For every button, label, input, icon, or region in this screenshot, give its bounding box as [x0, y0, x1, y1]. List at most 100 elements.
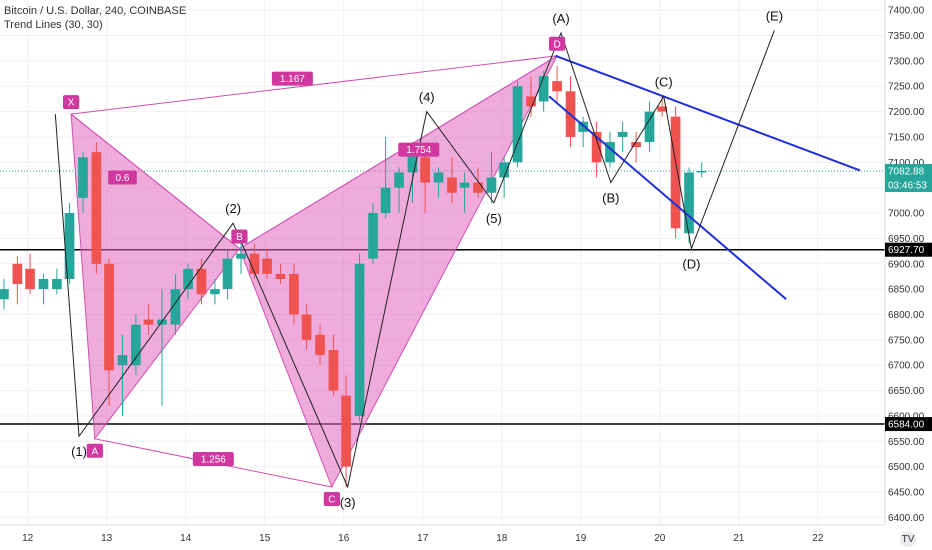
candle-body	[249, 253, 260, 274]
harmonic-leg-bd	[239, 55, 558, 249]
symbol-title[interactable]: Bitcoin / U.S. Dollar, 240, COINBASE	[4, 5, 187, 17]
candle-body	[657, 106, 668, 112]
candle-body	[12, 263, 23, 285]
harmonic-leg-xb	[70, 113, 240, 249]
candle-body	[631, 142, 641, 148]
wave-label: (5)	[486, 211, 502, 226]
candle-body	[289, 273, 299, 315]
ratio-label: 0.6	[116, 173, 130, 184]
price-tick-label: 6650.00	[888, 386, 925, 397]
date-tick-label: 13	[101, 533, 113, 544]
candle-body	[684, 172, 694, 234]
candle-body	[78, 157, 88, 198]
level-tag-bg	[885, 242, 932, 257]
candle-body	[131, 324, 141, 366]
price-tick-label: 6900.00	[888, 259, 925, 270]
point-label-a-bg	[86, 443, 103, 458]
price-tick-label: 6450.00	[888, 488, 925, 499]
point-label-d-bg	[548, 36, 566, 51]
pattern-badges: X A B C D 0.6 1.167 1.256 1.754	[63, 36, 566, 506]
candle-body	[301, 314, 312, 340]
candle-body	[354, 263, 365, 416]
ratio-label-bg	[398, 142, 440, 157]
ratio-label-bg	[108, 170, 137, 185]
candle-body	[552, 81, 562, 92]
candle-body	[341, 395, 351, 467]
indicator-label[interactable]: Trend Lines (30, 30)	[4, 19, 103, 31]
candle-body	[210, 289, 220, 295]
ratio-label: 1.256	[201, 455, 226, 466]
wave-label: (1)	[71, 444, 87, 459]
candle-body	[143, 319, 154, 325]
time-axis-bg	[0, 525, 885, 550]
price-tick-label: 6700.00	[888, 361, 925, 372]
price-tick-label: 7100.00	[888, 158, 925, 169]
wave-count: (1) (2) (3) (4) (5) (A) (B) (C) (D) (E)	[54, 8, 783, 510]
candle-body	[328, 350, 339, 391]
price-tick-label: 7300.00	[888, 56, 925, 67]
candle-body	[38, 278, 49, 290]
point-label-c-bg	[323, 491, 340, 506]
candle-body	[459, 182, 470, 188]
candle-body	[644, 111, 655, 143]
wave-label: (A)	[552, 11, 569, 26]
date-tick-label: 15	[259, 533, 271, 544]
time-axis: 12 13 14 15 16 17 18 19 20 21 22 TV	[0, 524, 916, 550]
candle-body	[473, 182, 483, 193]
candle-body	[526, 96, 536, 107]
candle-body	[578, 121, 588, 132]
wave-label: (2)	[225, 201, 241, 216]
candle-body	[368, 213, 378, 259]
wave-label: (D)	[682, 257, 700, 272]
candle-body	[538, 76, 549, 102]
price-tick-label: 7400.00	[888, 6, 925, 17]
candle-body	[380, 187, 391, 214]
candle-body	[433, 172, 444, 183]
candle-body	[407, 152, 418, 173]
candle-body	[52, 278, 62, 290]
candle-body	[117, 355, 128, 366]
candle-body	[394, 172, 404, 188]
wave-label: (3)	[340, 495, 356, 510]
wave-path	[54, 30, 775, 489]
candle-body	[499, 162, 509, 178]
ratio-label: 1.167	[280, 74, 305, 85]
candle-body	[0, 289, 9, 300]
price-tick-label: 6550.00	[888, 437, 925, 448]
price-tick-label: 6800.00	[888, 310, 925, 321]
price-tick-label: 6600.00	[888, 411, 925, 422]
candle-body	[605, 142, 615, 163]
candle-body	[104, 263, 114, 371]
candle-body	[486, 177, 497, 193]
candle-body	[183, 268, 193, 290]
price-tick-label: 6750.00	[888, 335, 925, 346]
point-label-x-bg	[63, 95, 80, 110]
price-axis-bg	[885, 0, 932, 550]
tv-logo-bg	[900, 531, 916, 547]
chart-legend: Bitcoin / U.S. Dollar, 240, COINBASE Tre…	[4, 4, 186, 32]
channel-line	[548, 95, 787, 301]
price-tick-label: 7000.00	[888, 209, 925, 220]
point-label-b-bg	[231, 229, 248, 244]
candle-body	[617, 131, 628, 137]
candle-body	[447, 177, 457, 193]
point-label-c: C	[328, 494, 335, 505]
candle-body	[591, 131, 602, 163]
harmonic-leg-xd	[71, 55, 558, 115]
ratio-label-bg	[192, 452, 234, 467]
level-tag-bg	[885, 417, 932, 432]
candle-body	[64, 213, 75, 279]
current-price-tag-bg	[885, 164, 932, 193]
date-tick-label: 19	[575, 533, 587, 544]
point-label-b: B	[236, 232, 243, 243]
price-axis: 6400.00 6450.00 6500.00 6550.00 6600.00 6650.…	[884, 0, 932, 550]
wave-label: (B)	[602, 191, 619, 206]
date-tick-label: 12	[22, 533, 34, 544]
tv-logo: TV	[902, 534, 915, 545]
date-tick-label: 20	[654, 533, 666, 544]
date-tick-label: 18	[496, 533, 508, 544]
price-tick-label: 6950.00	[888, 234, 925, 245]
candle-body	[420, 157, 430, 183]
wave-label: (4)	[419, 90, 435, 105]
